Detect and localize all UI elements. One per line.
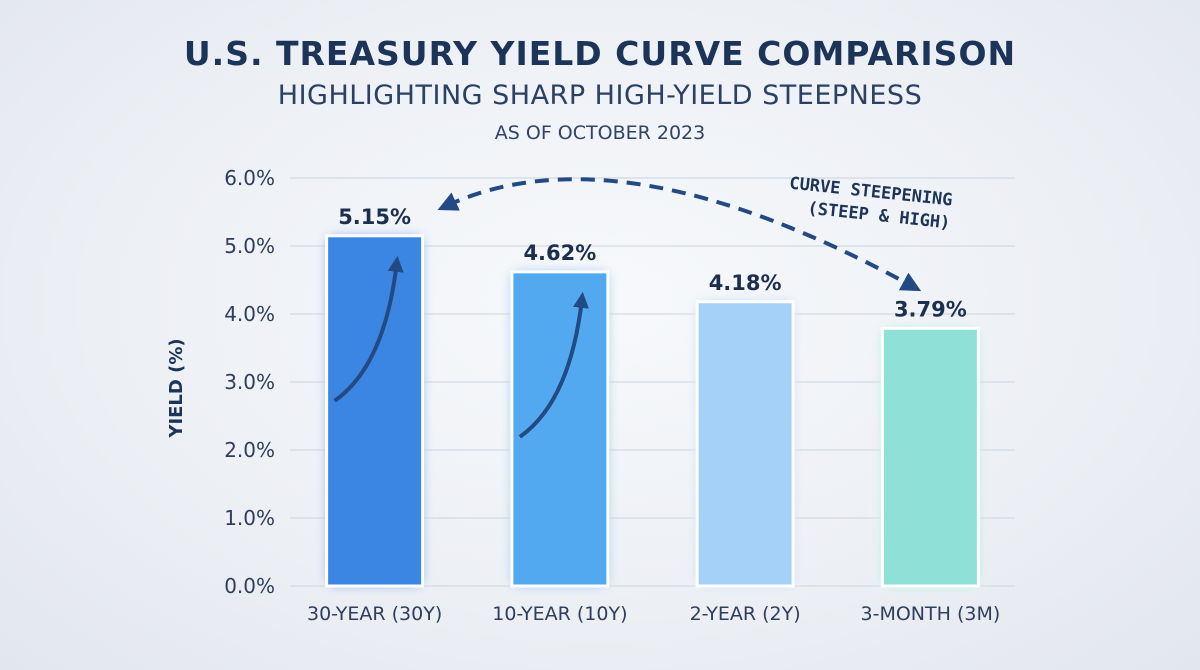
y-tick-label: 4.0%: [224, 302, 275, 326]
data-label: 4.18%: [709, 271, 782, 295]
y-tick-label: 0.0%: [224, 574, 275, 598]
y-tick-label: 1.0%: [224, 506, 275, 530]
trend-arrow-icon: [518, 291, 589, 439]
category-label: 2-YEAR (2Y): [690, 603, 801, 625]
y-tick-label: 6.0%: [224, 166, 275, 190]
bar: [695, 300, 795, 588]
y-tick-label: 2.0%: [224, 438, 275, 462]
bar: [510, 270, 610, 588]
category-label: 30-YEAR (30Y): [307, 603, 442, 625]
chart-subtitle: HIGHLIGHTING SHARP HIGH-YIELD STEEPNESS: [277, 80, 923, 111]
steepening-annotation: CURVE STEEPENING (STEEP & HIGH): [437, 174, 953, 292]
y-tick-label: 3.0%: [224, 370, 275, 394]
bar: [880, 326, 980, 588]
y-axis-ticks: 0.0% 1.0% 2.0% 3.0% 4.0% 5.0% 6.0%: [224, 166, 275, 598]
category-label: 3-MONTH (3M): [861, 603, 1001, 625]
y-axis-label: YIELD (%): [166, 338, 187, 438]
y-tick-label: 5.0%: [224, 234, 275, 258]
steepening-arrow: [437, 177, 922, 292]
data-label: 3.79%: [894, 297, 967, 321]
data-label: 5.15%: [338, 205, 411, 229]
chart-title: U.S. TREASURY YIELD CURVE COMPARISON: [183, 34, 1017, 73]
x-axis-categories: 30-YEAR (30Y) 10-YEAR (10Y) 2-YEAR (2Y) 3-M…: [307, 603, 1000, 625]
data-label: 4.62%: [523, 241, 596, 265]
bars: [325, 234, 980, 588]
category-label: 10-YEAR (10Y): [492, 603, 627, 625]
trend-arrow-icon: [333, 255, 404, 403]
bar: [325, 234, 425, 588]
date-note: AS OF OCTOBER 2023: [494, 122, 706, 144]
